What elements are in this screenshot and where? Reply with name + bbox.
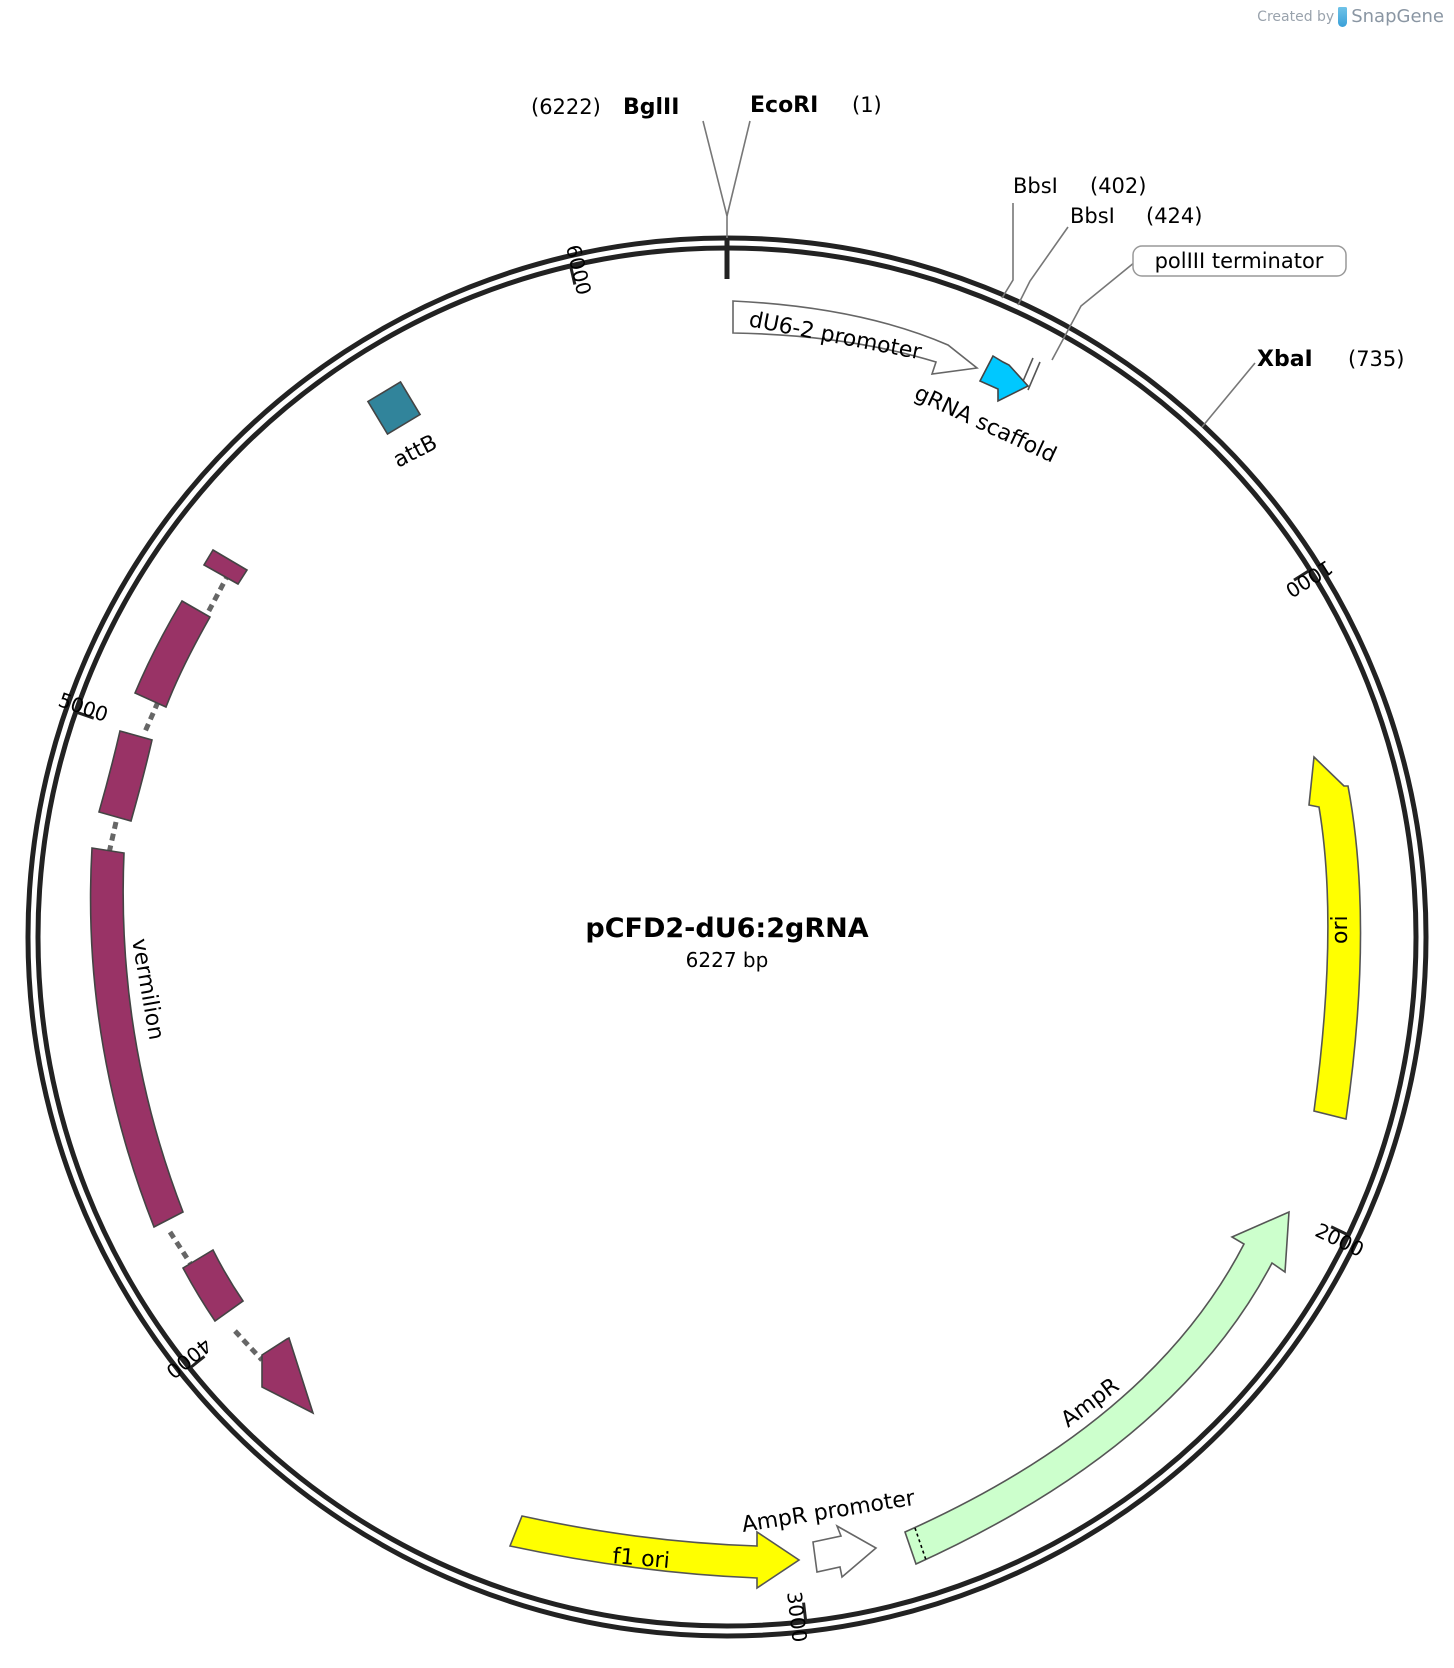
feature-label-poliii-terminator: polIII terminator (1155, 249, 1324, 273)
vermilion-exon-2 (133, 599, 212, 709)
vermilion-exon-5 (181, 1248, 245, 1323)
site-coord-bbsi-402: (402) (1090, 174, 1146, 198)
connector-ecori (726, 120, 751, 217)
feature-label-grna-scaffold: gRNA scaffold (910, 381, 1060, 469)
snapgene-logo-icon (1338, 6, 1348, 27)
poliii-terminator-mark-b (1027, 361, 1041, 391)
connector-poliii-terminator (1051, 261, 1136, 361)
site-name-ecori: EcoRI (750, 93, 818, 118)
feature-ampr (904, 1210, 1290, 1566)
feature-ampr-promoter (812, 1524, 878, 1579)
feature-f1-ori (508, 1515, 801, 1590)
connector-bglii (702, 120, 728, 238)
feature-label-f1-ori: f1 ori (611, 1544, 670, 1574)
feature-vermilion (89, 548, 315, 1415)
connector-xbai (1201, 362, 1256, 428)
feature-label-ori: ori (1328, 915, 1353, 944)
feature-ori (1308, 755, 1362, 1120)
site-name-bbsi-402: BbsI (1013, 174, 1058, 198)
plasmid-name: pCFD2-dU6:2gRNA (585, 913, 868, 944)
tick-mark-5000 (75, 710, 95, 720)
site-name-bbsi-424: BbsI (1070, 204, 1115, 228)
snapgene-credit: Created by SnapGene (1257, 6, 1444, 27)
site-name-bglii: BglII (623, 95, 679, 120)
tick-mark-1000 (1293, 568, 1311, 582)
tick-label-1000: 1000 (1281, 555, 1337, 602)
site-coord-bglii: (6222) (531, 95, 601, 119)
vermilion-exon-1 (202, 548, 249, 586)
credit-prefix: Created by (1257, 8, 1335, 25)
site-coord-bbsi-424: (424) (1146, 204, 1202, 228)
credit-brand: SnapGene (1351, 6, 1444, 27)
feature-label-ampr-promoter: AmpR promoter (740, 1486, 918, 1538)
site-name-xbai: XbaI (1257, 347, 1313, 372)
vermilion-exon-6-arrow (261, 1336, 315, 1415)
tick-mark-6000 (569, 265, 577, 285)
vermilion-exon-3 (98, 730, 153, 822)
connector-bbsi-402 (1001, 203, 1014, 299)
site-coord-xbai: (735) (1348, 347, 1404, 371)
poliii-terminator-label-box (1132, 245, 1347, 277)
vermilion-exon-4 (89, 847, 185, 1229)
connector-bbsi-424 (1017, 226, 1069, 306)
site-coord-ecori: (1) (852, 93, 882, 117)
feature-label-attb: attB (389, 430, 441, 473)
plasmid-size: 6227 bp (686, 948, 769, 972)
tick-label-3000: 3000 (782, 1590, 812, 1643)
tick-mark-2000 (1330, 1225, 1349, 1237)
tick-mark-4000 (188, 1355, 206, 1370)
feature-du6-2-promoter (732, 300, 979, 375)
feature-grna-scaffold (978, 354, 1030, 403)
tick-mark-3000 (802, 1602, 808, 1622)
site-connectors (702, 120, 1256, 428)
feature-attb (366, 380, 422, 436)
